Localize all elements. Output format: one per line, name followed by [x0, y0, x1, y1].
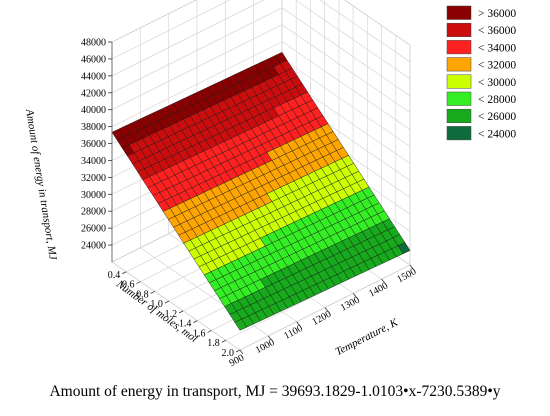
z-tick-label: 42000	[81, 88, 106, 99]
legend-swatch	[446, 5, 472, 20]
z-tick-label: 34000	[81, 156, 106, 167]
legend-swatch	[446, 22, 472, 37]
y-tick-label: 1.6	[193, 328, 206, 339]
legend-label: < 34000	[478, 42, 516, 54]
z-axis-title: Amount of energy in transport, MJ	[23, 107, 59, 261]
x-tick-mark	[239, 349, 244, 355]
z-tick-label: 40000	[81, 105, 106, 116]
z-tick-label: 46000	[81, 54, 106, 65]
z-tick-label: 24000	[81, 241, 106, 252]
z-tick-label: 36000	[81, 139, 106, 150]
z-tick-label: 44000	[81, 71, 106, 82]
y-tick-mark	[178, 310, 184, 314]
z-gridline	[111, 0, 411, 46]
legend-label: > 36000	[478, 8, 516, 20]
legend-swatch	[446, 126, 472, 141]
surface-cell	[397, 242, 411, 254]
y-tick-mark	[193, 320, 198, 324]
y-tick-mark	[150, 290, 155, 294]
x-tick-mark	[324, 307, 329, 312]
y-tick-mark	[122, 271, 127, 275]
legend-swatch	[446, 57, 472, 72]
legend-label: < 30000	[478, 77, 516, 89]
legend-label: < 28000	[478, 94, 516, 106]
regression-equation: Amount of energy in transport, MJ = 3969…	[49, 383, 501, 400]
y-tick-mark	[221, 339, 226, 343]
y-tick-mark	[136, 281, 141, 284]
y-tick-label: 1.4	[179, 319, 192, 330]
y-tick-label: 0.6	[122, 280, 135, 291]
z-tick-label: 48000	[81, 38, 106, 49]
legend-label: < 36000	[478, 25, 516, 37]
z-tick-label: 32000	[81, 173, 106, 184]
y-tick-label: 1.0	[150, 299, 163, 310]
y-tick-label: 0.4	[108, 270, 121, 281]
y-tick-label: 1.2	[165, 309, 178, 320]
legend-label: < 24000	[478, 128, 516, 140]
y-tick-mark	[207, 330, 212, 333]
y-tick-label: 0.8	[136, 289, 149, 300]
z-tick-label: 28000	[81, 207, 106, 218]
y-tick-mark	[235, 349, 241, 353]
z-tick-label: 38000	[81, 122, 106, 133]
x-axis-title: Temperature, K	[334, 316, 401, 358]
y-tick-label: 2.0	[222, 348, 235, 359]
legend-swatch	[446, 74, 472, 89]
y-tick-label: 1.8	[207, 338, 220, 349]
x-tick-mark	[353, 293, 357, 298]
legend-swatch	[446, 40, 472, 55]
x-tick-mark	[409, 264, 414, 270]
response-surface	[111, 52, 411, 331]
legend-swatch	[446, 91, 472, 106]
z-tick-label: 30000	[81, 190, 106, 201]
x-tick-mark	[296, 321, 300, 326]
y-tick-mark	[164, 300, 170, 304]
x-tick-mark	[268, 335, 272, 341]
x-tick-mark	[381, 278, 385, 284]
legend-label: < 26000	[478, 111, 516, 123]
z-tick-label: 26000	[81, 224, 106, 235]
legend-swatch	[446, 108, 472, 123]
legend-label: < 32000	[478, 60, 516, 72]
legend: > 36000 < 36000 < 34000 < 32000 < 30000 < 280…	[446, 5, 516, 141]
